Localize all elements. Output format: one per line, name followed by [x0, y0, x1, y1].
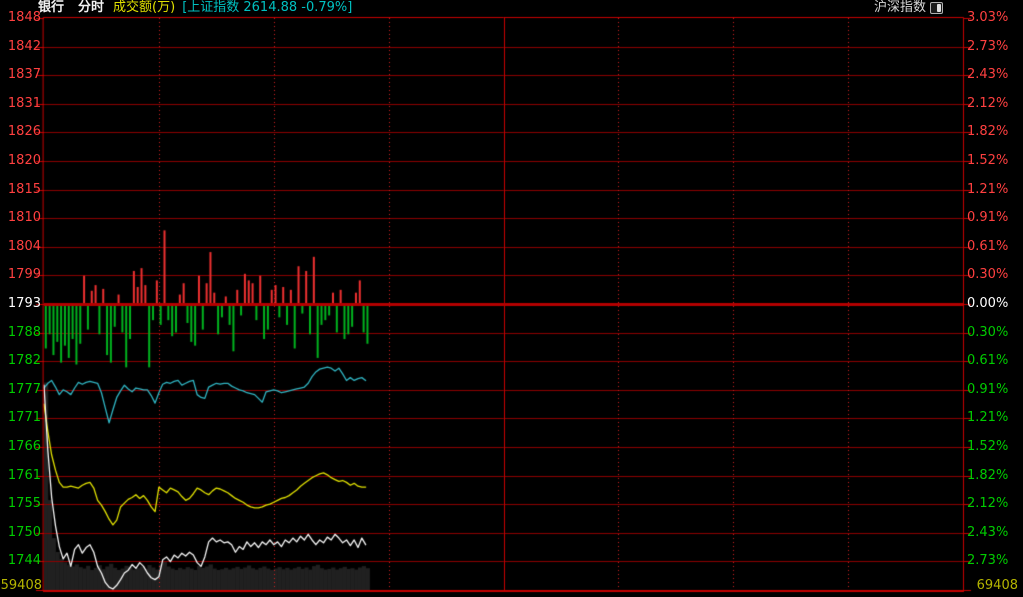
- price-tick-label: 1771: [7, 410, 41, 425]
- percent-tick-label: 0.91%: [967, 382, 1009, 397]
- percent-tick-label: 0.30%: [967, 325, 1009, 340]
- panel-toggle-icon[interactable]: [930, 2, 943, 14]
- sector-title: 银行: [38, 0, 65, 15]
- volume-scale-left: 59408: [0, 578, 42, 593]
- price-tick-label: 1750: [7, 525, 41, 540]
- price-tick-label: 1782: [7, 353, 41, 368]
- percent-tick-label: 0.00%: [967, 296, 1009, 311]
- price-tick-label: 1815: [7, 182, 41, 197]
- price-tick-label: 1842: [7, 39, 41, 54]
- percent-tick-label: 0.61%: [967, 239, 1009, 254]
- percent-tick-label: 2.43%: [967, 67, 1009, 82]
- price-tick-label: 1837: [7, 67, 41, 82]
- percent-tick-label: 1.21%: [967, 410, 1009, 425]
- price-tick-label: 1761: [7, 468, 41, 483]
- price-tick-label: 1826: [7, 124, 41, 139]
- price-tick-label: 1820: [7, 153, 41, 168]
- percent-tick-label: 1.82%: [967, 124, 1009, 139]
- price-tick-label: 1793: [7, 296, 41, 311]
- percent-tick-label: 1.52%: [967, 153, 1009, 168]
- percent-tick-label: 1.82%: [967, 468, 1009, 483]
- percent-tick-label: 0.91%: [967, 210, 1009, 225]
- price-tick-label: 1831: [7, 96, 41, 111]
- hs-index-link[interactable]: 沪深指数: [873, 0, 926, 15]
- price-tick-label: 1848: [7, 10, 41, 25]
- price-tick-label: 1810: [7, 210, 41, 225]
- metric-toggle[interactable]: 成交额(万): [113, 0, 176, 15]
- percent-tick-label: 3.03%: [967, 10, 1009, 25]
- price-tick-label: 1744: [7, 553, 41, 568]
- price-tick-label: 1755: [7, 496, 41, 511]
- tab-intraday[interactable]: 分时: [78, 0, 105, 15]
- volume-scale-right: 69408: [976, 578, 1018, 593]
- percent-tick-label: 2.12%: [967, 496, 1009, 511]
- price-tick-label: 1766: [7, 439, 41, 454]
- percent-tick-label: 2.12%: [967, 96, 1009, 111]
- percent-tick-label: 0.30%: [967, 267, 1009, 282]
- index-quote[interactable]: [上证指数 2614.88 -0.79%]: [182, 0, 353, 15]
- price-tick-label: 1799: [7, 267, 41, 282]
- header-left-group: 银行 分时 成交额(万) [上证指数 2614.88 -0.79%]: [38, 0, 352, 16]
- percent-tick-label: 2.73%: [967, 39, 1009, 54]
- price-tick-label: 1777: [7, 382, 41, 397]
- price-tick-label: 1788: [7, 325, 41, 340]
- header-right-group: 沪深指数: [874, 0, 943, 16]
- chart-header: 银行 分时 成交额(万) [上证指数 2614.88 -0.79%] 沪深指数: [0, 0, 1023, 17]
- percent-tick-label: 0.61%: [967, 353, 1009, 368]
- price-tick-label: 1804: [7, 239, 41, 254]
- percent-tick-label: 1.21%: [967, 182, 1009, 197]
- percent-tick-label: 1.52%: [967, 439, 1009, 454]
- percent-tick-label: 2.43%: [967, 525, 1009, 540]
- percent-tick-label: 2.73%: [967, 553, 1009, 568]
